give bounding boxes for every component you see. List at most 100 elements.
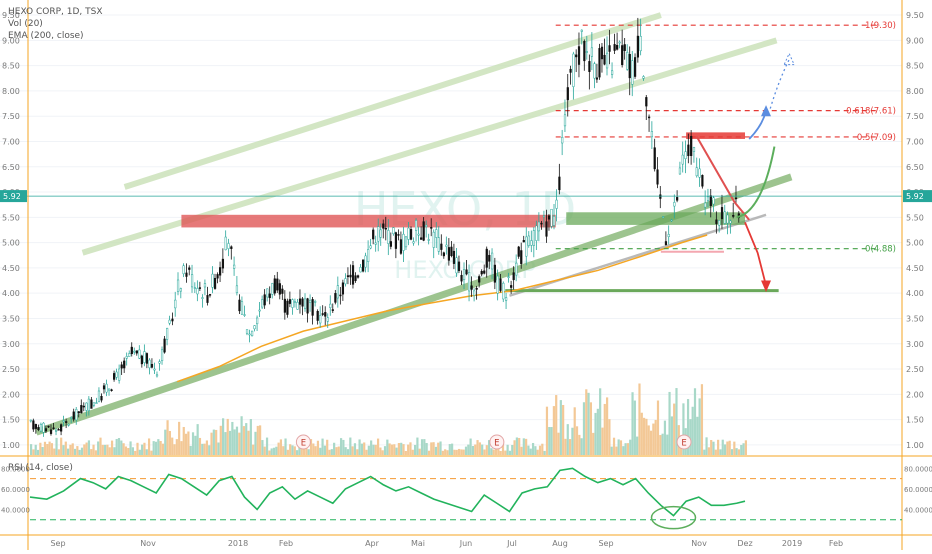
candle-body — [447, 247, 451, 261]
volume-bar — [180, 441, 183, 455]
volume-bar — [601, 427, 604, 455]
volume-bar — [395, 447, 398, 455]
candle-body — [128, 353, 131, 357]
price-tick-label: 8.00 — [906, 87, 924, 96]
volume-bar — [210, 432, 213, 455]
volume-bar — [154, 441, 158, 455]
volume-bar — [73, 448, 77, 455]
volume-bar — [656, 400, 660, 455]
candle-body — [319, 315, 322, 324]
volume-bar — [201, 443, 204, 455]
volume-bar — [203, 443, 206, 455]
volume-bar — [323, 445, 326, 455]
price-tick-label: 4.00 — [906, 289, 924, 298]
candle-body — [158, 361, 161, 364]
volume-bar — [474, 444, 477, 455]
earnings-marker-label: E — [681, 439, 686, 449]
candle-body — [268, 293, 271, 299]
candle-body — [681, 154, 684, 165]
candle-body — [382, 223, 385, 229]
candle-body — [440, 243, 443, 250]
volume-bar — [168, 430, 171, 455]
candle-body — [331, 309, 334, 311]
volume-bar — [360, 443, 363, 455]
candle-body — [140, 355, 143, 365]
volume-bar — [184, 433, 188, 455]
volume-bar — [622, 446, 625, 455]
rsi-legend: RSI (14, close) — [8, 462, 73, 474]
candle-body — [133, 350, 136, 353]
support-zone — [566, 212, 745, 225]
price-tick-label: 5.00 — [906, 239, 924, 248]
candle-body — [243, 314, 246, 316]
candle-body — [636, 35, 639, 58]
rsi-indicator-label[interactable]: RSI (14, close) — [8, 463, 73, 473]
candle-body — [198, 287, 202, 289]
candle-body — [120, 364, 123, 369]
fib-level-label: 0.5(7.09) — [857, 133, 896, 143]
symbol-title[interactable]: HEXO CORP, 1D, TSX — [8, 7, 103, 17]
volume-bar — [124, 446, 128, 455]
ema-200-line — [176, 234, 708, 383]
volume-bar — [582, 402, 586, 455]
volume-bar — [659, 435, 662, 455]
candle-body — [547, 215, 551, 220]
price-tick-label: 5.50 — [906, 213, 924, 222]
candle-body — [219, 267, 222, 276]
volume-bar — [478, 442, 481, 455]
volume-bar — [110, 440, 114, 455]
ema-indicator-label[interactable]: EMA (200, close) — [8, 31, 84, 41]
volume-bar — [469, 438, 472, 455]
volume-bar — [418, 448, 421, 455]
candle-body — [110, 389, 113, 391]
candle-body — [298, 298, 302, 305]
volume-bar — [196, 424, 199, 455]
candle-body — [415, 220, 418, 231]
rsi-tick-label-left: 60.0000 — [1, 486, 30, 494]
volume-bar — [159, 441, 162, 455]
candle-body — [535, 225, 538, 241]
candle-body — [283, 298, 286, 313]
candle-body — [720, 207, 724, 220]
volume-bar — [499, 450, 502, 455]
volume-bar — [113, 447, 116, 455]
candle-body — [455, 257, 458, 274]
candle-body — [593, 63, 596, 79]
volume-bar — [698, 398, 701, 455]
volume-bar — [279, 439, 283, 455]
candle-body — [138, 349, 141, 359]
candle-body — [90, 399, 93, 409]
candle-body — [712, 197, 715, 205]
earnings-marker-icon — [295, 434, 311, 450]
volume-bar — [53, 448, 56, 455]
volume-bar — [39, 442, 42, 455]
volume-bar — [740, 444, 743, 455]
volume-bar — [654, 419, 657, 455]
volume-bar — [263, 446, 266, 455]
candle-body — [435, 229, 438, 238]
candle-body — [502, 282, 505, 300]
candle-body — [563, 114, 567, 127]
candle-body — [473, 290, 476, 296]
candle-body — [718, 220, 721, 226]
volume-bar — [298, 444, 301, 455]
candle-body — [148, 359, 151, 369]
volume-bar — [566, 424, 569, 455]
candle-body — [613, 44, 616, 51]
candle-body — [286, 300, 289, 315]
candle-body — [580, 29, 583, 32]
volume-bar — [434, 446, 438, 455]
candle-body — [72, 411, 75, 420]
volume-bar — [400, 442, 403, 455]
volume-indicator-label[interactable]: Vol (20) — [8, 19, 43, 29]
volume-bar — [233, 429, 236, 455]
rsi-tick-label: 60.0000 — [904, 486, 932, 494]
volume-bar — [94, 450, 97, 455]
volume-bar — [481, 444, 484, 455]
volume-bar — [381, 450, 384, 455]
volume-bar — [712, 441, 715, 455]
candle-body — [631, 60, 634, 85]
candle-body — [206, 295, 209, 303]
